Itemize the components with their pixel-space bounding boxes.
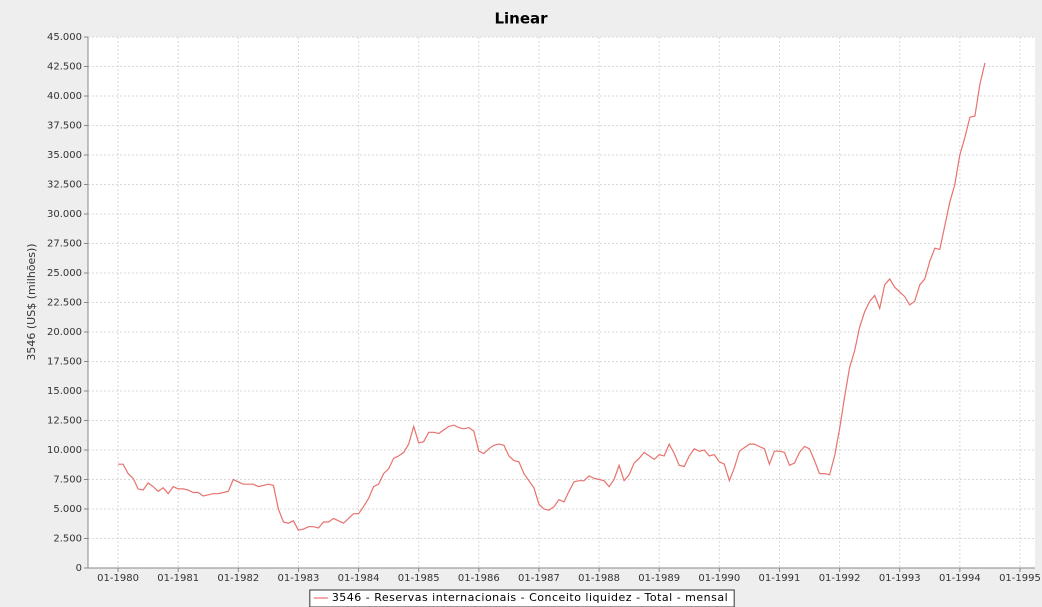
x-tick-label: 01-1995 [999,573,1041,584]
y-tick-label: 10.000 [47,445,82,456]
y-tick-label: 40.000 [47,91,82,102]
legend-box [309,589,735,607]
y-tick-label: 25.000 [47,268,82,279]
y-tick-label: 17.500 [47,357,82,368]
x-tick-label: 01-1980 [97,573,139,584]
y-tick-label: 42.500 [47,62,82,73]
legend-label: 3546 - Reservas internacionais - Conceit… [332,591,728,604]
x-tick-label: 01-1986 [458,573,500,584]
y-tick-label: 30.000 [47,209,82,220]
y-tick-label: 27.500 [47,239,82,250]
y-tick-label: 15.000 [47,386,82,397]
y-tick-label: 35.000 [47,150,82,161]
x-tick-label: 01-1982 [217,573,259,584]
y-tick-label: 32.500 [47,180,82,191]
x-tick-label: 01-1989 [638,573,680,584]
y-tick-label: 7.500 [53,475,82,486]
y-tick-label: 12.500 [47,416,82,427]
x-tick-label: 01-1983 [278,573,320,584]
x-tick-label: 01-1981 [157,573,199,584]
data-line [118,62,986,531]
chart-title: Linear [494,10,548,28]
y-tick-label: 2.500 [53,534,82,545]
y-tick-label: 45.000 [47,32,82,43]
x-tick-label: 01-1994 [939,573,981,584]
y-tick-label: 22.500 [47,298,82,309]
x-tick-label: 01-1987 [518,573,560,584]
y-tick-label: 20.000 [47,327,82,338]
x-tick-label: 01-1993 [879,573,921,584]
y-tick-label: 5.000 [53,504,82,515]
x-tick-label: 01-1992 [819,573,861,584]
y-tick-label: 0 [76,563,82,574]
y-axis-label: 3546 (US$ (milhões)) [25,243,38,360]
x-tick-label: 01-1984 [338,573,380,584]
x-tick-label: 01-1988 [578,573,620,584]
x-tick-label: 01-1991 [759,573,801,584]
y-tick-label: 37.500 [47,121,82,132]
x-tick-label: 01-1985 [398,573,440,584]
x-tick-label: 01-1990 [698,573,740,584]
